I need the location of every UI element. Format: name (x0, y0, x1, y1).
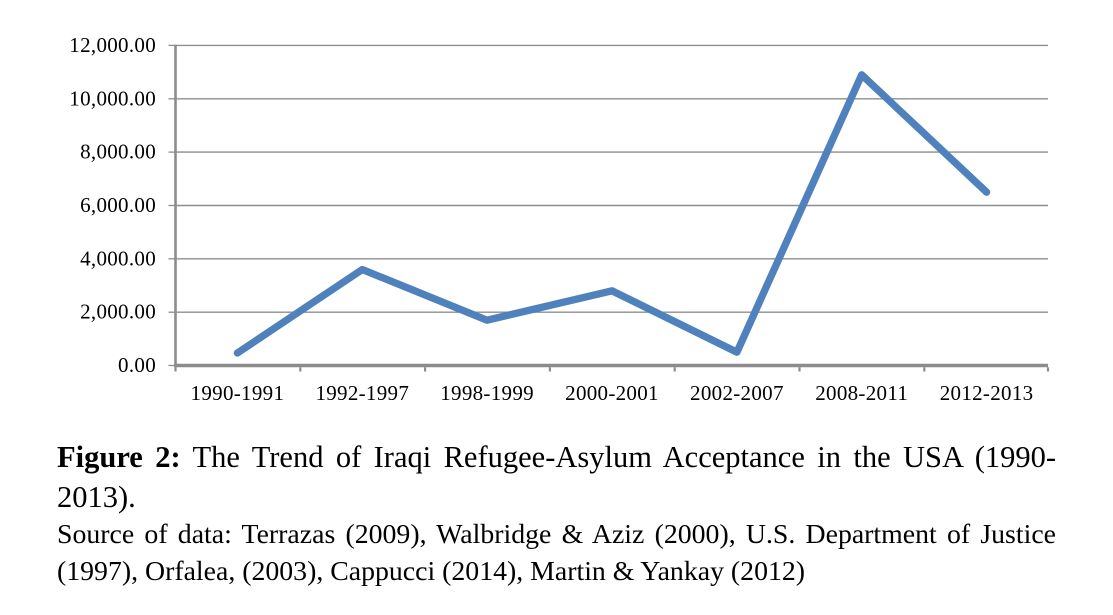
svg-text:2002-2007: 2002-2007 (690, 381, 784, 405)
svg-text:12,000.00: 12,000.00 (69, 33, 156, 57)
svg-text:2000-2001: 2000-2001 (565, 381, 659, 405)
svg-text:0.00: 0.00 (118, 353, 156, 377)
svg-text:1992-1997: 1992-1997 (315, 381, 409, 405)
svg-text:2012-2013: 2012-2013 (940, 381, 1034, 405)
svg-text:6,000.00: 6,000.00 (80, 193, 156, 217)
svg-text:2,000.00: 2,000.00 (80, 300, 156, 324)
svg-text:10,000.00: 10,000.00 (69, 86, 156, 110)
svg-text:4,000.00: 4,000.00 (80, 246, 156, 270)
svg-text:1998-1999: 1998-1999 (440, 381, 534, 405)
svg-text:1990-1991: 1990-1991 (191, 381, 285, 405)
svg-text:2008-2011: 2008-2011 (815, 381, 908, 405)
svg-text:8,000.00: 8,000.00 (80, 140, 156, 164)
